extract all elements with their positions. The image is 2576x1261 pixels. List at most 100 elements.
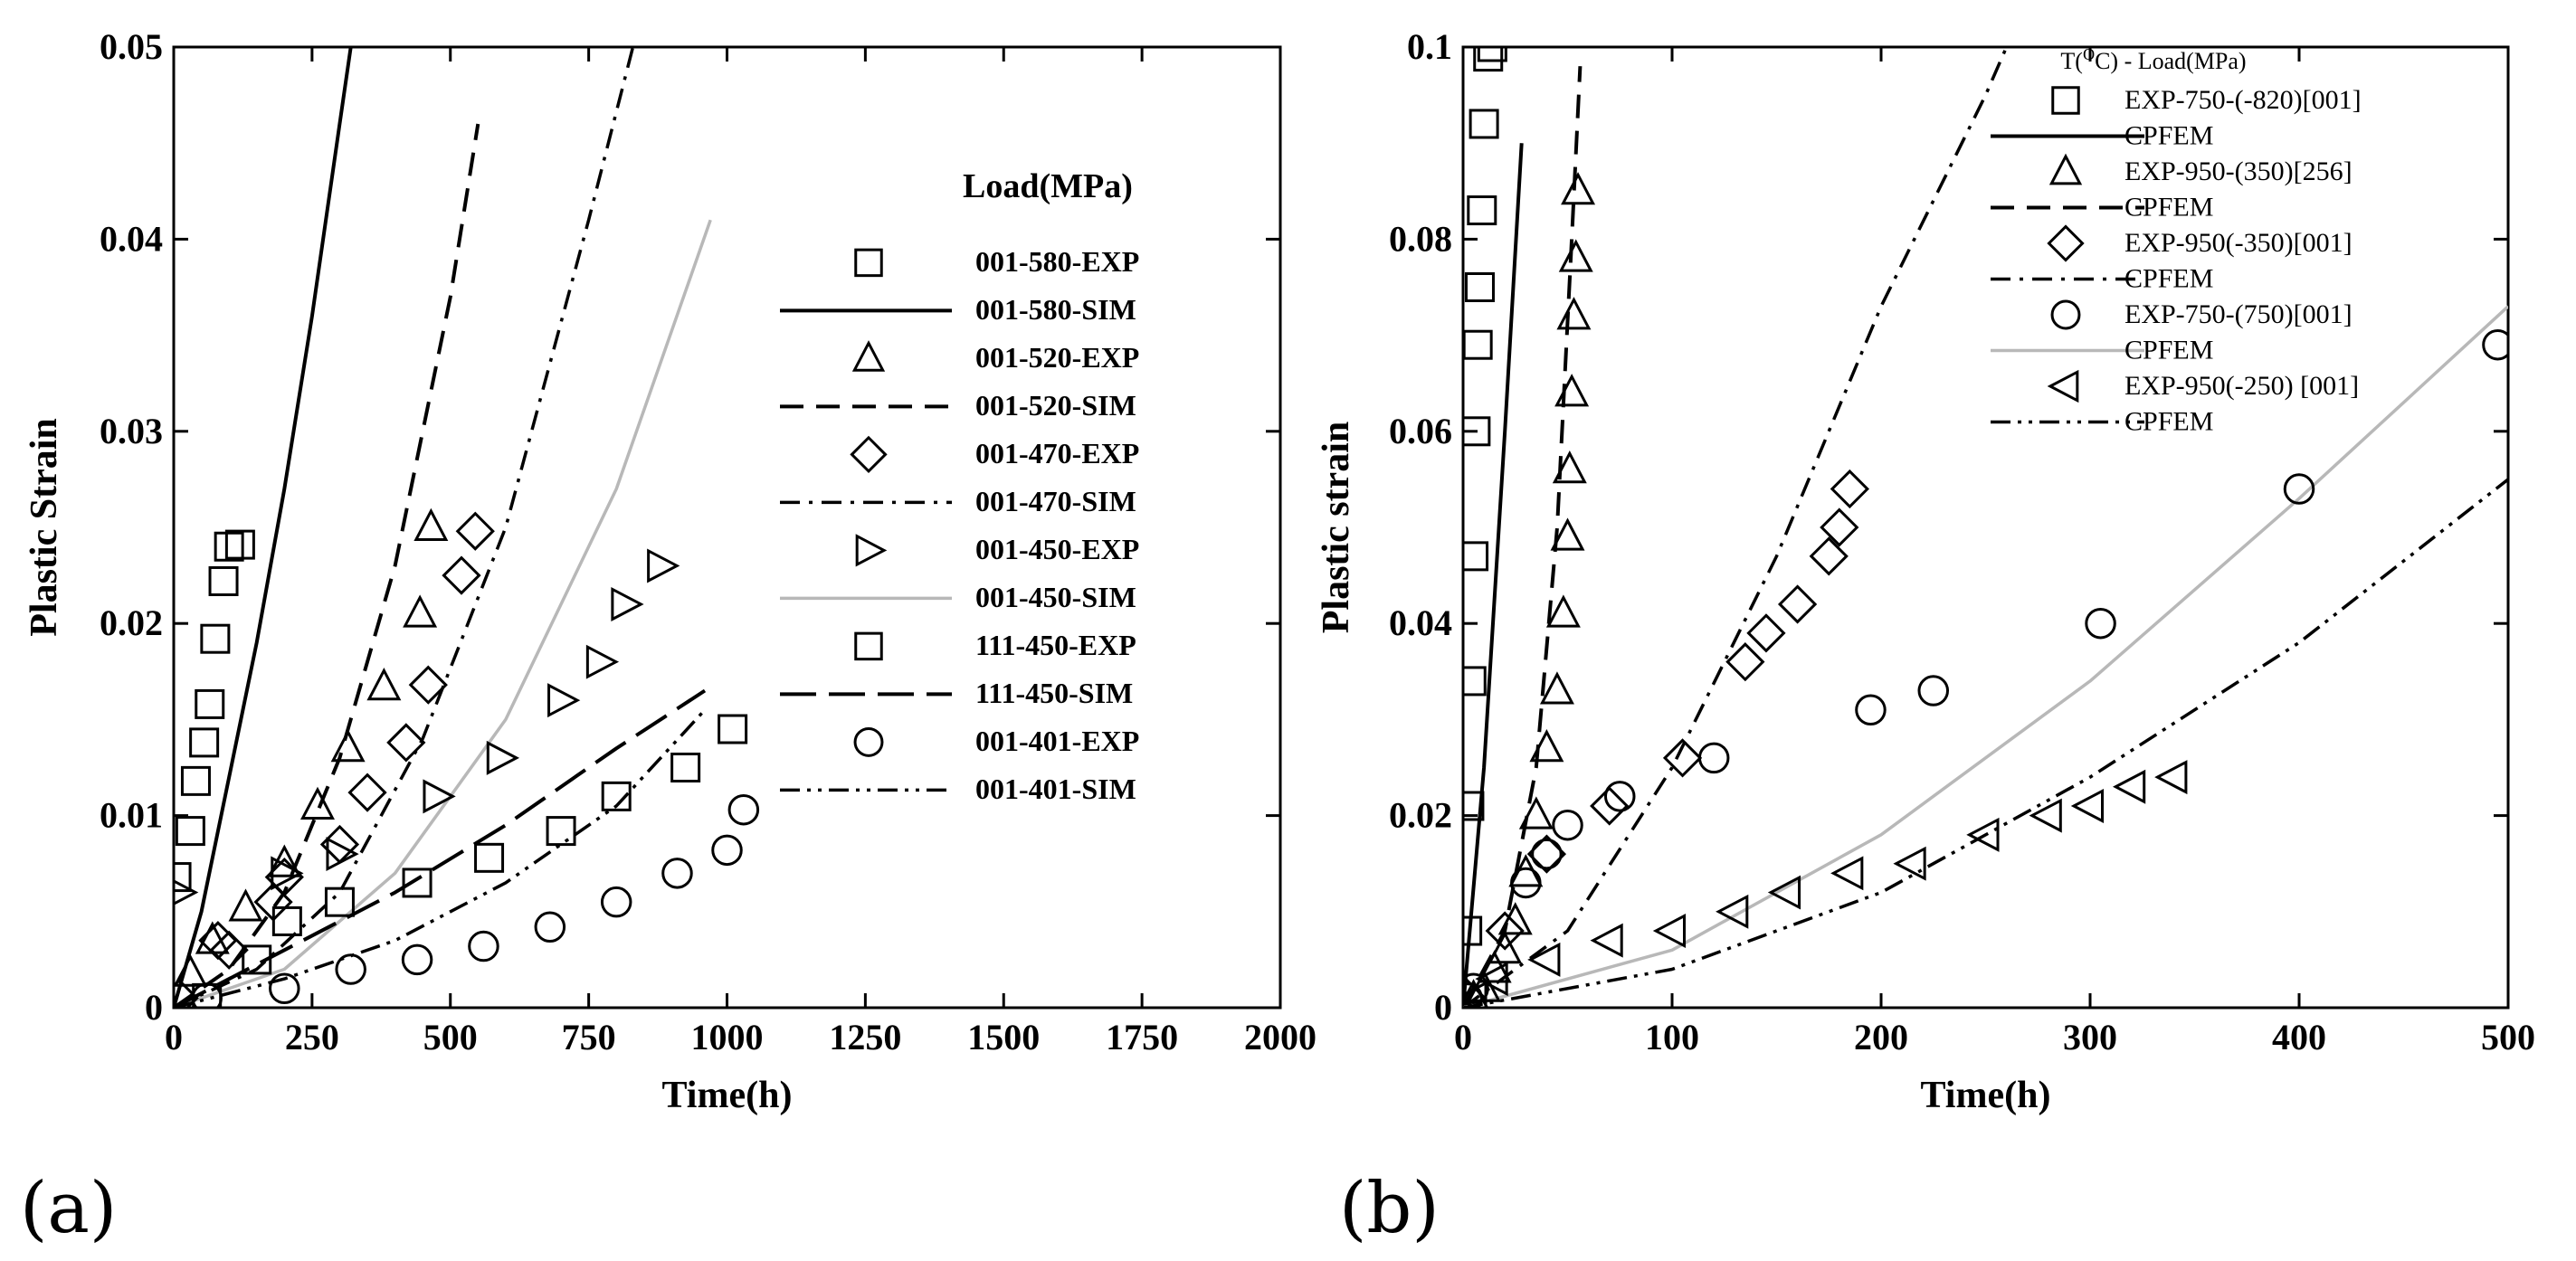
series-line-cpfem-750-750 <box>1463 305 2508 1008</box>
y-tick-label: 0.05 <box>100 26 163 67</box>
data-point <box>661 858 693 889</box>
series-001-401-exp <box>191 793 760 1008</box>
legend-item-001-520-exp: 001-520-EXP <box>851 340 1139 374</box>
data-point <box>175 816 205 847</box>
legend-label: 001-520-EXP <box>975 341 1139 374</box>
data-point <box>1475 962 1508 997</box>
series-exp-950-250-001 <box>1463 760 2188 1008</box>
data-point <box>1463 416 1491 447</box>
y-tick-label: 0.02 <box>100 602 163 643</box>
legend-item-cpfem: CPFEM <box>1991 121 2213 151</box>
data-point <box>1464 272 1495 302</box>
data-point <box>1463 329 1493 360</box>
legend-item-cpfem: CPFEM <box>1991 336 2213 365</box>
data-point <box>347 773 387 812</box>
y-tick-label: 0.08 <box>1389 218 1452 259</box>
data-point <box>1662 738 1703 778</box>
data-point <box>1552 450 1587 484</box>
x-tick-label: 0 <box>1454 1017 1472 1057</box>
series-line-cpfem-750-820 <box>1463 143 1524 1008</box>
data-point <box>1473 47 1504 72</box>
data-point <box>1716 894 1749 929</box>
series-exp-750-750-001 <box>1463 328 2508 1008</box>
legend-label: 001-450-SIM <box>975 581 1136 613</box>
data-point <box>2283 473 2315 505</box>
data-point <box>1561 172 1596 205</box>
data-point <box>1777 584 1818 624</box>
data-point <box>403 594 438 628</box>
data-point <box>271 905 302 936</box>
legend: Load(MPa) 001-580-EXP 001-580-SIM 001-520-E… <box>780 167 1139 805</box>
legend-symbol <box>2051 86 2080 115</box>
legend-label: 001-450-EXP <box>975 533 1139 565</box>
data-point <box>1917 675 1949 706</box>
data-point <box>2070 789 2104 823</box>
data-point <box>611 586 644 621</box>
series-line-001-401-sim <box>174 708 707 1008</box>
data-point <box>600 886 632 918</box>
data-point <box>1746 613 1786 653</box>
plot-area <box>174 47 760 1008</box>
data-point <box>324 886 355 917</box>
series-111-450-exp <box>192 714 748 1008</box>
data-point <box>718 714 748 744</box>
data-point <box>1697 742 1730 774</box>
data-point <box>1531 838 1563 870</box>
data-point <box>300 786 335 820</box>
y-axis-title: Plastic Strain <box>24 418 65 636</box>
legend-symbol <box>2048 153 2083 185</box>
series-line-111-450-sim <box>174 688 707 1008</box>
x-tick-label: 200 <box>1854 1017 1908 1057</box>
data-point <box>1527 942 1561 977</box>
data-point <box>1529 729 1564 763</box>
data-point <box>189 727 220 758</box>
x-tick-label: 300 <box>2063 1017 2117 1057</box>
legend-label: 001-580-EXP <box>975 245 1139 278</box>
data-point <box>1526 834 1567 874</box>
data-point <box>1467 195 1497 226</box>
legend-item-001-470-exp: 001-470-EXP <box>850 435 1139 474</box>
data-point <box>1652 914 1686 949</box>
data-point <box>711 834 743 867</box>
series-exp-950-350-256 <box>1463 172 1596 1008</box>
x-tick-label: 500 <box>423 1017 478 1057</box>
data-point <box>474 842 505 873</box>
data-point <box>326 837 359 872</box>
data-point <box>335 953 366 985</box>
data-point <box>1725 642 1765 682</box>
x-tick-label: 2000 <box>1244 1017 1317 1057</box>
data-point <box>1830 856 1864 891</box>
series-line-001-580-sim <box>174 47 353 1008</box>
data-point <box>1809 536 1849 576</box>
legend-symbol <box>855 534 888 567</box>
legend-item-001-401-sim: 001-401-SIM <box>780 773 1136 805</box>
x-tick-label: 250 <box>285 1017 339 1057</box>
x-tick-label: 400 <box>2272 1017 2326 1057</box>
data-point <box>200 623 231 654</box>
data-point <box>1510 867 1542 899</box>
data-point <box>423 779 456 814</box>
data-point <box>1488 931 1523 964</box>
y-tick-label: 0.04 <box>1389 602 1452 643</box>
data-point <box>1558 239 1593 272</box>
legend-label: CPFEM <box>2124 407 2213 437</box>
data-point <box>1590 786 1630 826</box>
data-point <box>1497 902 1533 935</box>
legend-label: 001-470-SIM <box>975 485 1136 517</box>
series-line-cpfem-950-350 <box>1463 47 2009 1008</box>
legend-item-001-580-exp: 001-580-EXP <box>854 245 1139 278</box>
legend-item-001-450-sim: 001-450-SIM <box>780 581 1136 613</box>
series-line-cpfem-950-250 <box>1463 478 2508 1008</box>
data-point <box>546 816 576 847</box>
legend-label: 111-450-EXP <box>975 629 1136 661</box>
data-point <box>408 665 448 705</box>
series-001-450-exp <box>174 548 680 905</box>
panel-label-a: (a) <box>20 1168 117 1249</box>
data-point <box>1518 796 1554 830</box>
legend-label: 111-450-SIM <box>975 677 1133 709</box>
data-point <box>386 723 426 763</box>
data-point <box>1590 923 1623 958</box>
data-point <box>1554 374 1590 407</box>
data-point <box>330 729 366 763</box>
legend-item-exp-750-750-001: EXP-750-(750)[001] <box>2050 299 2353 330</box>
